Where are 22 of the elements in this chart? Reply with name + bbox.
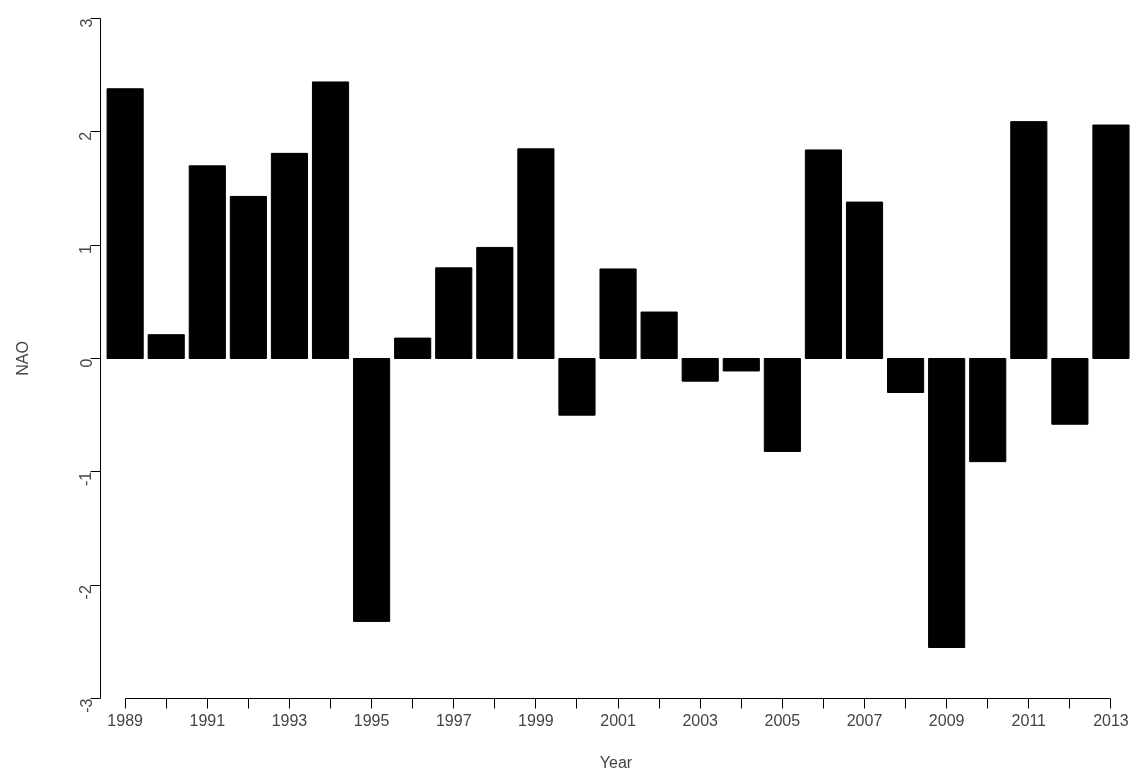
y-axis-title: NAO bbox=[13, 341, 31, 376]
x-tick-label: 1991 bbox=[189, 711, 226, 729]
y-tick-label: -2 bbox=[77, 585, 95, 600]
x-tick-label: 2005 bbox=[764, 711, 801, 729]
x-tick-label: 1999 bbox=[518, 711, 554, 729]
y-tick-label: -3 bbox=[77, 698, 95, 713]
x-tick-label: 2007 bbox=[846, 711, 883, 729]
x-tick-label: 2013 bbox=[1093, 711, 1129, 729]
y-tick-label: 0 bbox=[77, 358, 95, 368]
y-tick-label: 2 bbox=[77, 131, 95, 141]
x-axis-title: Year bbox=[599, 753, 633, 771]
y-tick-label: 3 bbox=[77, 18, 95, 28]
x-tick-label: 1997 bbox=[435, 711, 472, 729]
y-tick-label: -1 bbox=[77, 471, 95, 487]
x-tick-label: 1993 bbox=[271, 711, 308, 729]
x-tick-label: 1995 bbox=[353, 711, 390, 729]
x-tick-label: 2001 bbox=[600, 711, 636, 729]
x-tick-label: 2003 bbox=[682, 711, 719, 729]
x-tick-label: 2011 bbox=[1011, 711, 1047, 729]
x-tick-label: 2009 bbox=[928, 711, 965, 729]
x-tick-label: 1989 bbox=[107, 711, 144, 729]
y-tick-label: 1 bbox=[77, 245, 95, 255]
